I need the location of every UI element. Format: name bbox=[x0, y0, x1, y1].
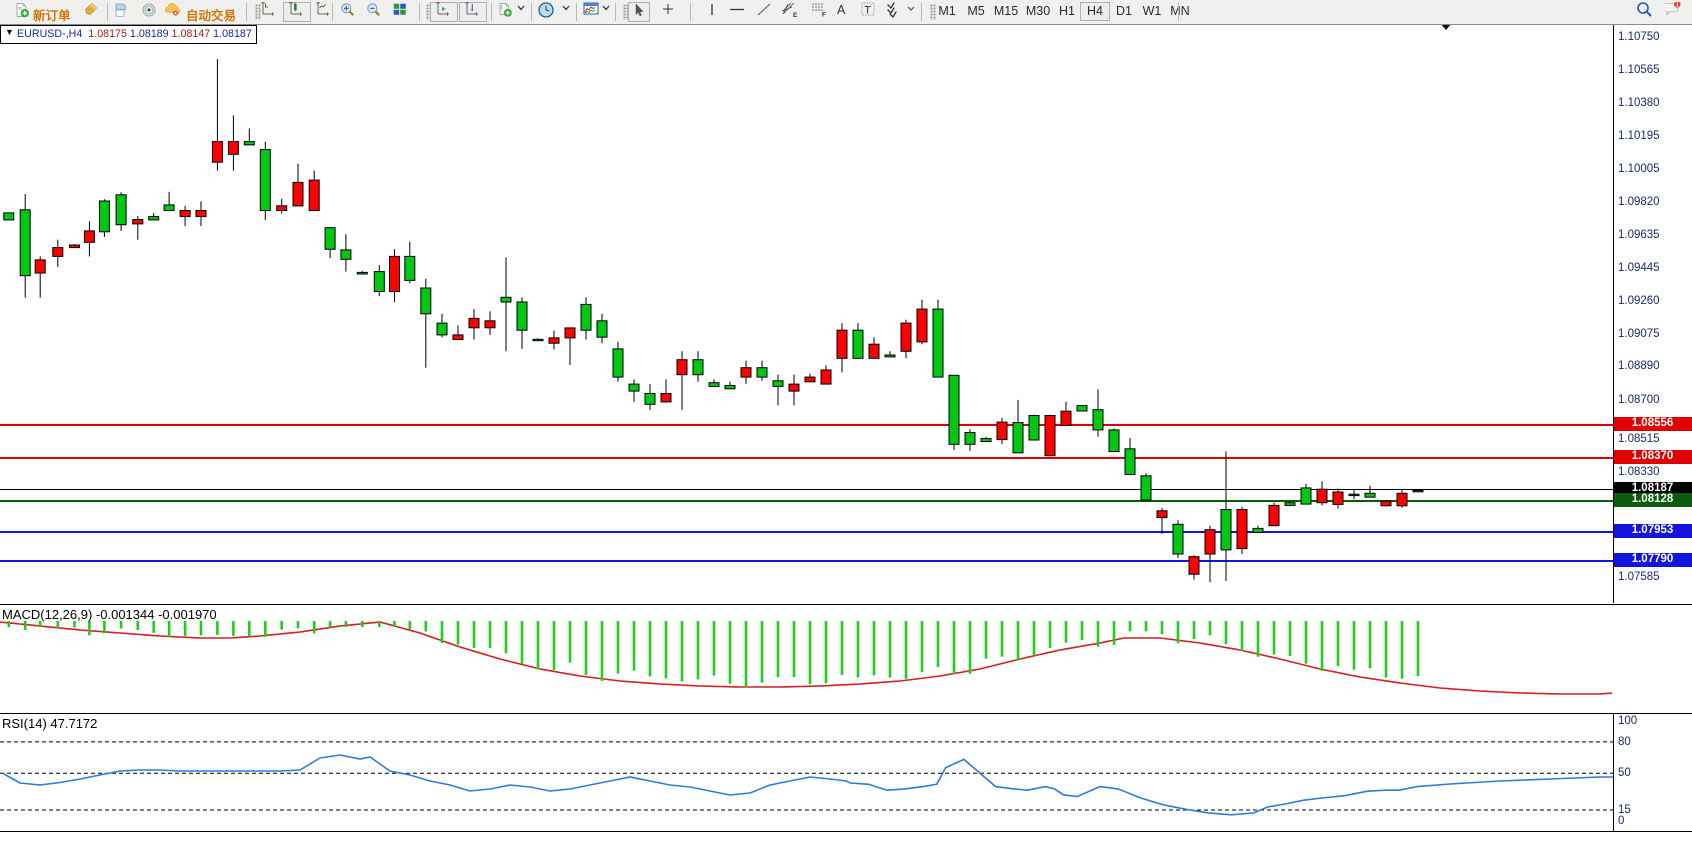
svg-text:F: F bbox=[822, 12, 826, 19]
svg-text:A: A bbox=[837, 3, 846, 17]
svg-text:T: T bbox=[864, 5, 871, 17]
svg-text:E: E bbox=[793, 12, 798, 18]
svg-text:1: 1 bbox=[1676, 2, 1679, 8]
